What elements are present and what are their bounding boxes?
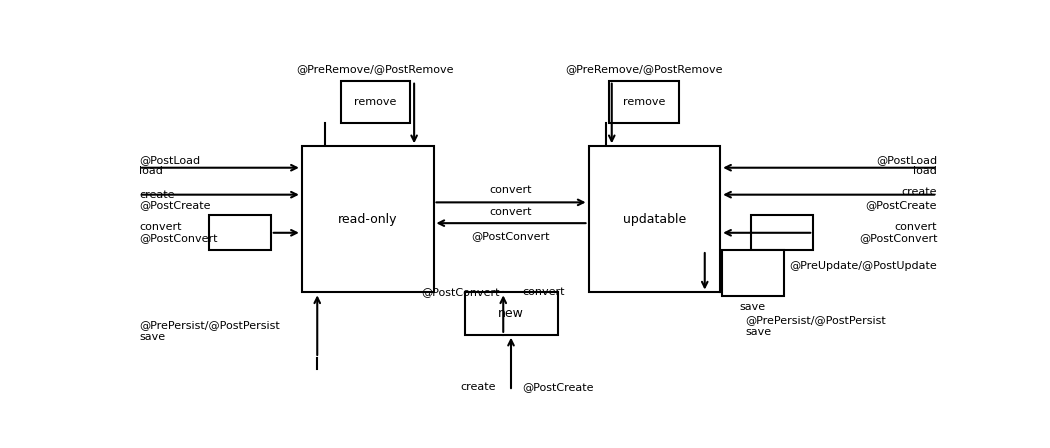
Bar — [609, 81, 679, 123]
Text: @PreUpdate/@PostUpdate: @PreUpdate/@PostUpdate — [790, 260, 938, 271]
Text: convert
@PostConvert: convert @PostConvert — [859, 222, 938, 243]
Text: @PreRemove/@PostRemove: @PreRemove/@PostRemove — [566, 65, 723, 74]
Text: save: save — [740, 302, 765, 312]
Bar — [464, 293, 558, 335]
Text: convert: convert — [489, 207, 532, 217]
Text: convert: convert — [489, 185, 532, 195]
Text: convert: convert — [523, 288, 565, 297]
Text: @PostCreate: @PostCreate — [523, 382, 594, 392]
Text: create: create — [139, 190, 174, 200]
Text: @PrePersist/@PostPersist
save: @PrePersist/@PostPersist save — [746, 315, 886, 337]
Text: @PostLoad
load: @PostLoad load — [876, 155, 938, 176]
Bar — [751, 215, 814, 250]
Text: remove: remove — [354, 97, 397, 107]
Text: @PrePersist/@PostPersist
save: @PrePersist/@PostPersist save — [139, 320, 279, 342]
Text: create: create — [460, 382, 496, 392]
Bar — [209, 215, 271, 250]
Text: read-only: read-only — [338, 213, 397, 226]
Text: @PostCreate: @PostCreate — [866, 200, 938, 210]
Text: updatable: updatable — [623, 213, 686, 226]
Text: convert
@PostConvert: convert @PostConvert — [139, 222, 217, 243]
Text: new: new — [498, 307, 524, 320]
Text: @PostConvert: @PostConvert — [421, 288, 500, 297]
Text: @PreRemove/@PostRemove: @PreRemove/@PostRemove — [296, 65, 454, 74]
Bar — [301, 146, 434, 293]
Text: @PostCreate: @PostCreate — [139, 200, 210, 210]
Bar — [588, 146, 720, 293]
Text: remove: remove — [623, 97, 666, 107]
Bar — [340, 81, 411, 123]
Text: @PostConvert: @PostConvert — [471, 231, 550, 241]
Text: create: create — [902, 187, 938, 198]
Text: @PostLoad
load: @PostLoad load — [139, 155, 201, 176]
Bar — [721, 250, 783, 296]
